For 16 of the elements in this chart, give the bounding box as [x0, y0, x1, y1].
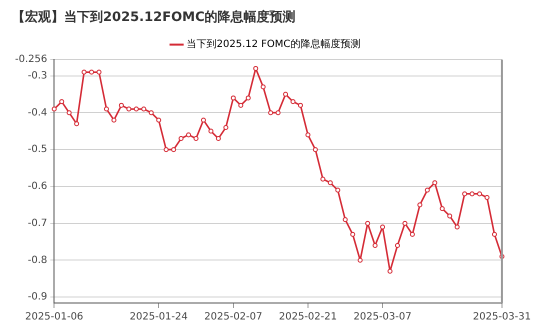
- y-tick-label: -0.9: [28, 292, 48, 303]
- y-tick-label: -0.8: [28, 254, 48, 266]
- y-tick-label: -0.3: [28, 70, 48, 82]
- y-tick-label: -0.6: [28, 181, 48, 192]
- y-tick-label: -0.256: [14, 54, 48, 66]
- x-tick-label: 2025-03-31: [472, 312, 532, 323]
- y-tick-label: -0.4: [28, 107, 48, 118]
- y-tick-label: -0.5: [28, 144, 48, 156]
- x-tick-label: 2025-02-21: [278, 312, 337, 323]
- y-tick-label: -0.7: [28, 218, 48, 229]
- chart-title: 【宏观】当下到2025.12FOMC的降息幅度预测: [12, 9, 296, 26]
- legend-label: 当下到2025.12 FOMC的降息幅度预测: [186, 38, 360, 50]
- x-tick-label: 2025-01-24: [130, 312, 188, 323]
- x-tick-label: 2025-01-06: [25, 312, 84, 323]
- x-tick-label: 2025-03-07: [353, 312, 412, 323]
- x-tick-label: 2025-02-07: [204, 312, 262, 323]
